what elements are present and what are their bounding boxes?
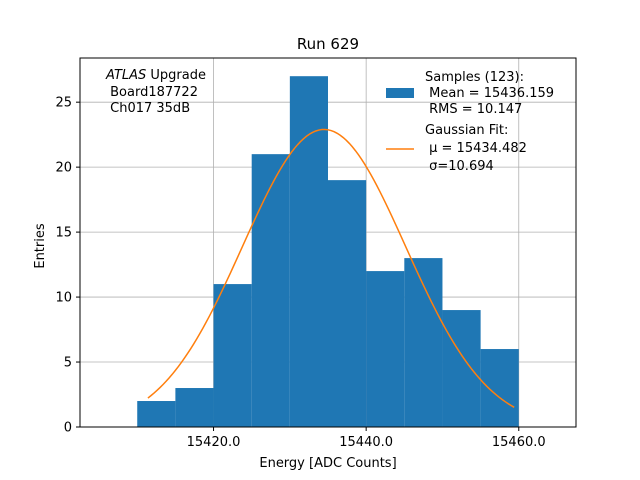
histogram-bar-9 (480, 349, 519, 427)
legend-samples-patch (386, 88, 414, 98)
legend-samples-line-2: Mean = 15436.159 (425, 86, 554, 101)
histogram-bar-2 (213, 284, 252, 427)
histogram-bar-8 (442, 310, 481, 427)
legend-fit-line-1: Gaussian Fit: (425, 123, 508, 138)
axes-frame (79, 57, 577, 428)
annotation-line-3: Ch017 35dB (106, 101, 190, 116)
y-tick-label-3: 15 (55, 226, 72, 241)
gaussian-fit-curve (147, 128, 515, 408)
x-tick-label-0: 15420.0 (187, 435, 241, 450)
y-axis-label: Entries (33, 223, 48, 269)
axis-ticks: 15420.0 15440.0 15460.0 0 5 10 15 20 25 (55, 96, 545, 450)
x-tick-label-2: 15460.0 (492, 435, 546, 450)
y-tick-label-2: 10 (55, 291, 72, 306)
y-tick-label-4: 20 (55, 161, 72, 176)
annotation-atlas-italic: ATLAS (105, 68, 146, 83)
legend-fit-line-3: σ=10.694 (425, 159, 494, 174)
annotation-line-2: Board187722 (106, 85, 198, 100)
histogram-bar-3 (251, 154, 290, 427)
y-tick-label-0: 0 (64, 421, 72, 436)
legend-fit-line-2: μ = 15434.482 (425, 141, 527, 156)
histogram-bar-6 (366, 271, 405, 427)
legend-samples-line-1: Samples (123): (425, 70, 524, 85)
histogram-bar-0 (137, 401, 176, 427)
y-tick-label-5: 25 (55, 96, 72, 111)
histogram-bars (137, 76, 519, 428)
x-axis-label: Energy [ADC Counts] (259, 456, 396, 471)
atlas-annotation: ATLAS Upgrade Board187722 Ch017 35dB (105, 68, 206, 116)
annotation-upgrade: Upgrade (146, 68, 206, 83)
annotation-line-1: ATLAS Upgrade (105, 68, 206, 83)
legend: Samples (123): Mean = 15436.159 RMS = 10… (386, 70, 554, 174)
legend-samples-line-3: RMS = 10.147 (425, 102, 522, 117)
chart-title: Run 629 (297, 35, 359, 53)
histogram-bar-5 (328, 180, 367, 427)
y-tick-label-1: 5 (64, 356, 72, 371)
x-tick-label-1: 15440.0 (339, 435, 393, 450)
histogram-bar-1 (175, 388, 214, 427)
